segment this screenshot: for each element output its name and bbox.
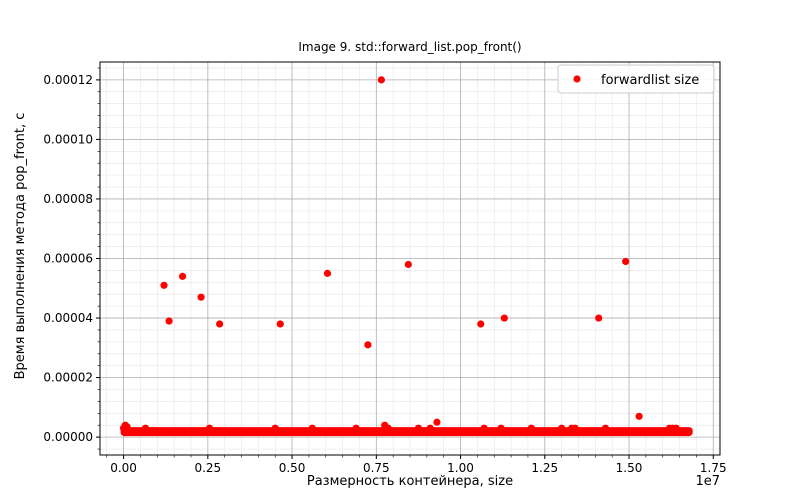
y-tick-label: 0.00012: [43, 73, 93, 87]
legend-frame: [557, 64, 715, 94]
data-point: [165, 317, 173, 325]
x-tick-label: 0.25: [194, 461, 221, 475]
data-point: [558, 424, 566, 432]
data-point: [622, 257, 630, 266]
data-point: [352, 424, 360, 432]
x-tick-label: 0.75: [363, 461, 390, 475]
x-axis-label: Размерность контейнера, size: [307, 474, 513, 489]
x-tick-label: 1.00: [447, 461, 474, 475]
data-point: [497, 424, 505, 432]
data-point: [141, 424, 150, 432]
data-point: [205, 424, 214, 432]
legend-label: forwardlist size: [601, 73, 699, 88]
data-point: [426, 424, 434, 432]
x-tick-label: 1.25: [531, 461, 558, 475]
data-point: [384, 424, 392, 432]
data-point: [276, 320, 284, 328]
data-point: [527, 424, 535, 432]
data-point: [216, 320, 224, 328]
y-tick-label: 0.00000: [43, 430, 93, 444]
data-point: [601, 424, 610, 432]
data-point: [364, 341, 372, 349]
data-point: [414, 424, 423, 432]
legend-marker: [573, 75, 581, 83]
data-points: [119, 76, 693, 437]
data-point: [308, 424, 316, 432]
chart-title: Image 9. std::forward_list.pop_front(): [298, 40, 521, 54]
data-point: [595, 314, 603, 322]
data-point: [160, 281, 168, 289]
x-tick-label: 1.50: [616, 461, 643, 475]
y-tick-label: 0.00010: [43, 132, 93, 146]
legend: forwardlist size: [557, 64, 715, 94]
axis-ticks: 0.00 0.25 0.50 0.75 1.00 1.25 1.50 1.75 0.00000 0…: [43, 67, 727, 475]
data-point: [500, 314, 508, 322]
x-tick-label: 1.75: [700, 461, 727, 475]
x-tick-label: 0.00: [110, 461, 137, 475]
data-point: [480, 424, 488, 432]
y-tick-label: 0.00006: [43, 252, 93, 266]
data-point: [571, 424, 579, 432]
data-point: [123, 423, 131, 431]
grid: [100, 62, 720, 455]
x-tick-label: 0.50: [279, 461, 306, 475]
data-point: [477, 320, 485, 328]
baseline-point-cluster: [120, 427, 693, 437]
data-point: [323, 269, 332, 277]
data-point: [377, 76, 385, 84]
data-point: [271, 424, 279, 432]
data-point: [404, 260, 412, 269]
data-point: [672, 424, 680, 432]
y-tick-label: 0.00008: [43, 192, 93, 206]
x-axis-offset-label: 1e7: [695, 474, 720, 489]
y-axis-label: Время выполнения метода pop_front, с: [13, 113, 28, 380]
data-point: [635, 412, 643, 420]
data-point: [197, 293, 205, 301]
data-point: [178, 272, 187, 280]
y-tick-label: 0.00002: [43, 371, 93, 385]
y-tick-label: 0.00004: [43, 311, 93, 325]
data-point: [433, 418, 441, 426]
